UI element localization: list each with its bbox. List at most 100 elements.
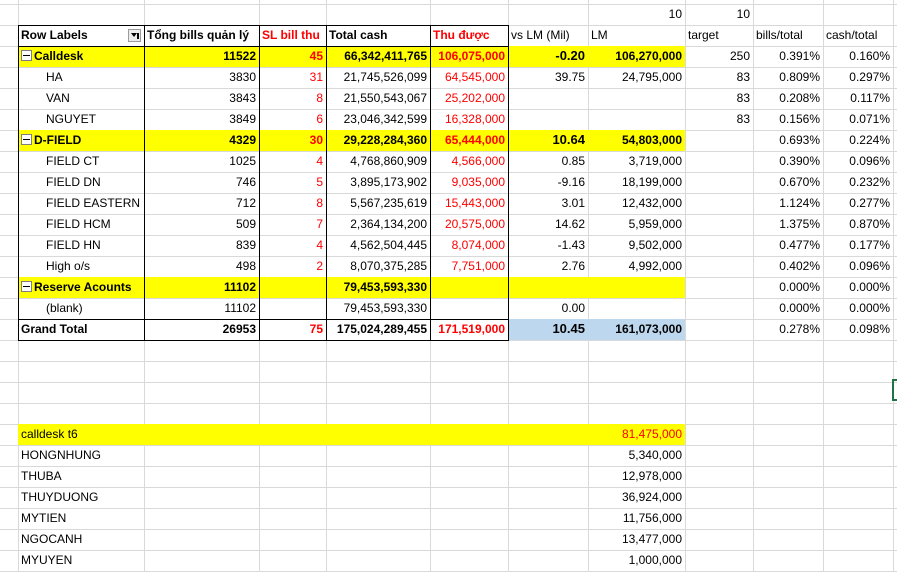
- cell-bills-total[interactable]: 0.390%: [779, 154, 820, 168]
- cell-thu-duoc[interactable]: 65,444,000: [430, 130, 508, 151]
- grand-total-lm[interactable]: 161,073,000: [588, 319, 685, 340]
- cell-lm[interactable]: 54,803,000: [588, 130, 685, 151]
- cell-vs-lm[interactable]: -0.20: [508, 46, 588, 67]
- cell-total-cash[interactable]: 79,453,593,330: [343, 301, 427, 315]
- cell-target[interactable]: [685, 256, 753, 277]
- pivot-group-label[interactable]: Reserve Acounts: [18, 277, 144, 298]
- cell-vs-lm[interactable]: 0.85: [561, 154, 585, 168]
- cell-target[interactable]: [685, 214, 753, 235]
- header-target[interactable]: target: [688, 28, 719, 42]
- cell-cash-total[interactable]: 0.224%: [849, 133, 890, 147]
- cell-sl-bill-thu[interactable]: 8: [316, 196, 323, 210]
- grand-total-bills[interactable]: 26953: [222, 322, 256, 336]
- cell-thu-duoc[interactable]: 64,545,000: [444, 70, 505, 84]
- cell-bills-total[interactable]: 1.375%: [779, 217, 820, 231]
- calldesk-t6-value[interactable]: 5,340,000: [628, 448, 682, 462]
- cell-total-cash[interactable]: 23,046,342,599: [343, 112, 427, 126]
- cell-total-bills[interactable]: 11522: [144, 46, 259, 67]
- cell-thu-duoc[interactable]: [430, 277, 508, 298]
- grand-total-cash-total[interactable]: 0.098%: [849, 322, 890, 336]
- active-cell-marker[interactable]: [892, 379, 897, 401]
- cell-bills-total[interactable]: 0.391%: [779, 49, 820, 63]
- cell-cash-total[interactable]: 0.117%: [850, 91, 890, 105]
- cell-lm[interactable]: [588, 88, 685, 109]
- calldesk-t6-name[interactable]: NGOCANH: [21, 532, 83, 546]
- cell-sl-bill-thu[interactable]: 4: [316, 154, 323, 168]
- cell-thu-duoc[interactable]: 16,328,000: [444, 112, 505, 126]
- cell-lm[interactable]: 106,270,000: [588, 46, 685, 67]
- cell-vs-lm[interactable]: 39.75: [554, 70, 585, 84]
- cell-thu-duoc[interactable]: 7,751,000: [451, 259, 505, 273]
- cell-cash-total[interactable]: 0.096%: [849, 259, 890, 273]
- cell-bills-total[interactable]: 0.208%: [779, 91, 820, 105]
- cell-total-cash[interactable]: 5,567,235,619: [350, 196, 427, 210]
- cell-thu-duoc[interactable]: 25,202,000: [444, 91, 505, 105]
- collapse-minus-icon[interactable]: [21, 281, 32, 293]
- pivot-header-thu-duoc[interactable]: Thu được: [433, 28, 490, 42]
- grand-total-bills-total[interactable]: 0.278%: [779, 322, 820, 336]
- cell-sl-bill-thu[interactable]: 30: [259, 130, 326, 151]
- cell-target[interactable]: [685, 130, 753, 151]
- cell-total-cash[interactable]: 21,745,526,099: [343, 70, 427, 84]
- cell-vs-lm[interactable]: -9.16: [557, 175, 585, 189]
- calldesk-t6-value[interactable]: 1,000,000: [628, 553, 682, 567]
- calldesk-t6-name[interactable]: HONGNHUNG: [21, 448, 101, 462]
- cell-target[interactable]: [685, 151, 753, 172]
- cell-lm[interactable]: 24,795,000: [621, 70, 682, 84]
- cell-total-cash[interactable]: 79,453,593,330: [326, 277, 430, 298]
- cell-bills-total[interactable]: 0.000%: [779, 301, 820, 315]
- cell-vs-lm[interactable]: 0.00: [561, 301, 585, 315]
- cell-sl-bill-thu[interactable]: [259, 277, 326, 298]
- header-bills-total[interactable]: bills/total: [756, 28, 803, 42]
- cell-lm[interactable]: [588, 109, 685, 130]
- cell-total-bills[interactable]: 11102: [144, 277, 259, 298]
- cell-bills-total[interactable]: 0.402%: [779, 259, 820, 273]
- cell-cash-total[interactable]: 0.000%: [849, 301, 890, 315]
- pivot-item-label[interactable]: FIELD HN: [18, 235, 144, 256]
- cell-total-bills[interactable]: 4329: [144, 130, 259, 151]
- cell-target[interactable]: 83: [736, 91, 750, 105]
- cell-total-cash[interactable]: 2,364,134,200: [350, 217, 427, 231]
- cell-sl-bill-thu[interactable]: 4: [316, 238, 323, 252]
- cell-total-bills[interactable]: 3843: [229, 91, 256, 105]
- cell-total-cash[interactable]: 21,550,543,067: [343, 91, 427, 105]
- cell-vs-lm[interactable]: 10.64: [508, 130, 588, 151]
- cell-total-bills[interactable]: 498: [235, 259, 256, 273]
- cell-cash-total[interactable]: 0.297%: [849, 70, 890, 84]
- cell-vs-lm[interactable]: [508, 109, 588, 130]
- cell-bills-total[interactable]: 0.693%: [779, 133, 820, 147]
- cell-sl-bill-thu[interactable]: 2: [316, 259, 323, 273]
- cell-cash-total[interactable]: 0.177%: [849, 238, 890, 252]
- calldesk-t6-value[interactable]: 11,756,000: [622, 511, 682, 525]
- cell-total-bills[interactable]: 839: [235, 238, 256, 252]
- cell-sl-bill-thu[interactable]: 31: [309, 70, 323, 84]
- cell-total-cash[interactable]: 29,228,284,360: [326, 130, 430, 151]
- cell-sl-bill-thu[interactable]: 45: [259, 46, 326, 67]
- cell-bills-total[interactable]: 0.670%: [779, 175, 820, 189]
- cell-lm[interactable]: 3,719,000: [628, 154, 682, 168]
- cell-total-bills[interactable]: 3830: [229, 70, 256, 84]
- cell-lm[interactable]: 5,959,000: [628, 217, 682, 231]
- pivot-item-label[interactable]: FIELD EASTERN: [18, 193, 144, 214]
- cell-bills-total[interactable]: 1.124%: [779, 196, 820, 210]
- cell-cash-total[interactable]: 0.870%: [849, 217, 890, 231]
- cell-vs-lm[interactable]: [508, 277, 588, 298]
- pivot-item-label[interactable]: (blank): [18, 298, 144, 319]
- cell-total-bills[interactable]: 3849: [229, 112, 256, 126]
- cell-bills-total[interactable]: 0.000%: [779, 280, 820, 294]
- cell-cash-total[interactable]: 0.000%: [849, 280, 890, 294]
- cell-cash-total[interactable]: 0.096%: [849, 154, 890, 168]
- cell-target[interactable]: [685, 193, 753, 214]
- cell-thu-duoc[interactable]: 15,443,000: [444, 196, 505, 210]
- cell-lm[interactable]: 4,992,000: [628, 259, 682, 273]
- cell-sl-bill-thu[interactable]: 5: [316, 175, 323, 189]
- calldesk-t6-name[interactable]: THUYDUONG: [21, 490, 99, 504]
- grand-total-cash[interactable]: 175,024,289,455: [336, 322, 427, 336]
- cell-target[interactable]: 83: [736, 112, 750, 126]
- calldesk-t6-value[interactable]: 13,477,000: [621, 532, 682, 546]
- cell-target[interactable]: 83: [736, 70, 750, 84]
- calldesk-t6-value[interactable]: 36,924,000: [621, 490, 682, 504]
- cell-total-cash[interactable]: 66,342,411,765: [326, 46, 430, 67]
- calldesk-t6-title[interactable]: calldesk t6: [21, 427, 78, 441]
